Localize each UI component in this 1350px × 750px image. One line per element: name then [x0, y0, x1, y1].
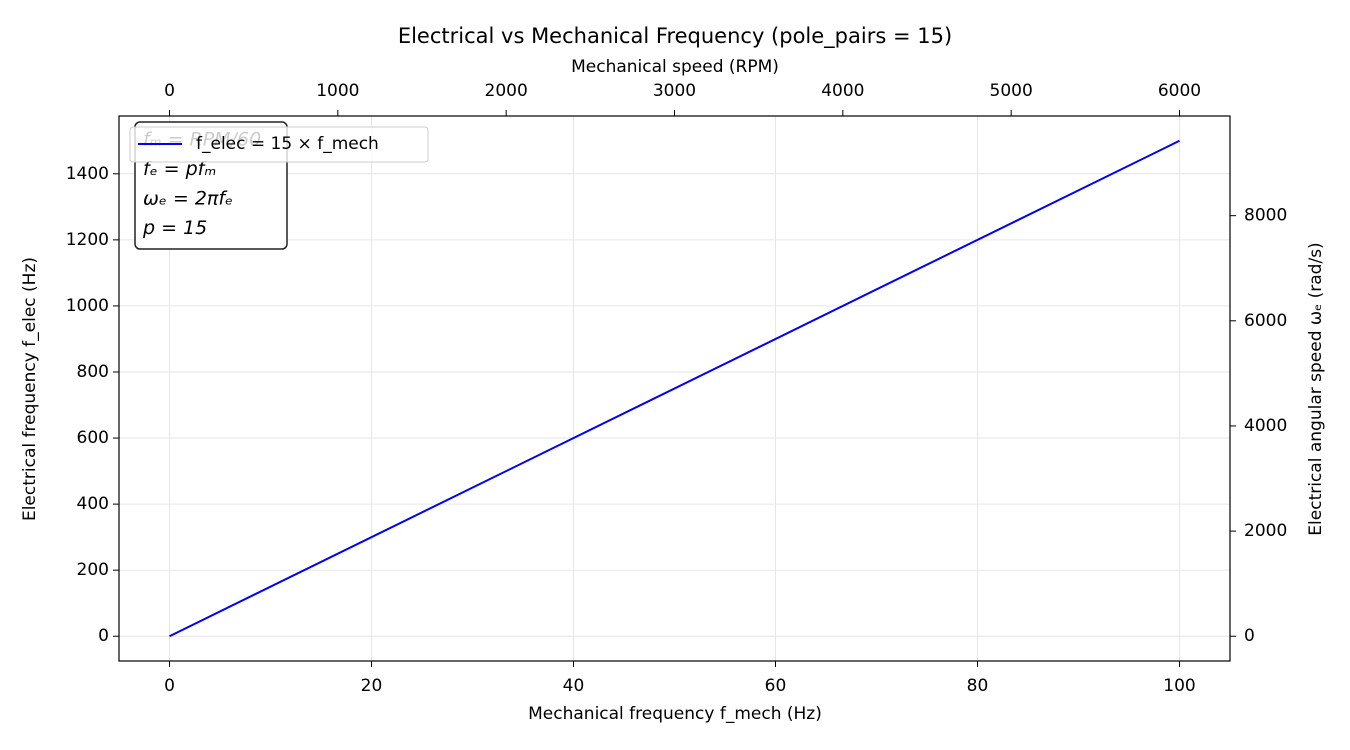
y2-tick-label: 0	[1244, 626, 1255, 646]
y-tick-label: 1000	[66, 296, 109, 316]
annotation-line: ωₑ = 2πfₑ	[143, 188, 233, 210]
y2-tick-label: 8000	[1244, 206, 1287, 226]
legend-label: f_elec = 15 × f_mech	[196, 134, 379, 154]
series-line	[169, 139, 1180, 638]
y2-axis-label: Electrical angular speed ωₑ (rad/s)	[1306, 242, 1326, 535]
y-tick-label: 1400	[66, 164, 109, 184]
x-tick-label: 20	[361, 676, 383, 696]
y2-tick-label: 2000	[1244, 521, 1287, 541]
x-tick-label: 40	[563, 676, 585, 696]
top-tick-label: 4000	[821, 81, 864, 101]
plot-frame	[118, 115, 1231, 662]
annotation-line: fₑ = pfₘ	[143, 158, 216, 180]
y-tick-label: 400	[77, 494, 109, 514]
x-axis-label: Mechanical frequency f_mech (Hz)	[528, 704, 822, 724]
top-tick-label: 3000	[653, 81, 696, 101]
top-axis-label: Mechanical speed (RPM)	[571, 57, 779, 77]
y2-tick-label: 6000	[1244, 311, 1287, 331]
y-tick-label: 200	[77, 560, 109, 580]
y-axis-label: Electrical frequency f_elec (Hz)	[20, 257, 40, 521]
top-tick-label: 5000	[990, 81, 1033, 101]
x-tick-label: 80	[967, 676, 989, 696]
y-tick-label: 600	[77, 428, 109, 448]
y2-tick-label: 4000	[1244, 416, 1287, 436]
top-tick-label: 2000	[485, 81, 528, 101]
legend-box	[129, 126, 429, 163]
top-tick-label: 0	[164, 81, 175, 101]
x-tick-label: 0	[164, 676, 175, 696]
y-tick-label: 800	[77, 362, 109, 382]
top-tick-label: 1000	[316, 81, 359, 101]
x-tick-label: 100	[1163, 676, 1195, 696]
top-tick-label: 6000	[1158, 81, 1201, 101]
y-tick-label: 0	[98, 626, 109, 646]
chart-title: Electrical vs Mechanical Frequency (pole…	[398, 24, 952, 49]
annotation-line: p = 15	[142, 217, 207, 239]
x-tick-label: 60	[765, 676, 787, 696]
y-tick-label: 1200	[66, 230, 109, 250]
